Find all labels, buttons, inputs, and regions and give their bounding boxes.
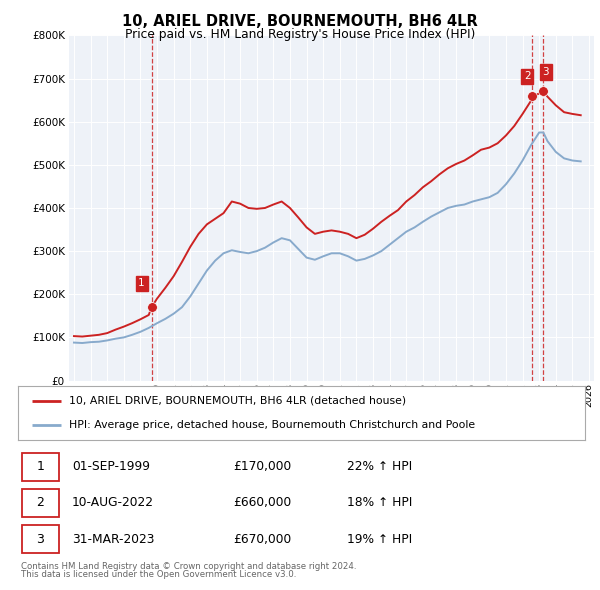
Text: 2: 2 xyxy=(524,71,530,81)
FancyBboxPatch shape xyxy=(22,453,59,481)
Text: 01-SEP-1999: 01-SEP-1999 xyxy=(72,460,150,473)
Text: £670,000: £670,000 xyxy=(233,533,292,546)
Text: 2: 2 xyxy=(37,496,44,510)
Text: £170,000: £170,000 xyxy=(233,460,292,473)
Text: 31-MAR-2023: 31-MAR-2023 xyxy=(72,533,154,546)
Text: This data is licensed under the Open Government Licence v3.0.: This data is licensed under the Open Gov… xyxy=(21,571,296,579)
Text: 10-AUG-2022: 10-AUG-2022 xyxy=(72,496,154,510)
Text: 10, ARIEL DRIVE, BOURNEMOUTH, BH6 4LR (detached house): 10, ARIEL DRIVE, BOURNEMOUTH, BH6 4LR (d… xyxy=(69,396,406,406)
Text: HPI: Average price, detached house, Bournemouth Christchurch and Poole: HPI: Average price, detached house, Bour… xyxy=(69,420,475,430)
Text: 18% ↑ HPI: 18% ↑ HPI xyxy=(347,496,412,510)
FancyBboxPatch shape xyxy=(22,525,59,553)
Text: 19% ↑ HPI: 19% ↑ HPI xyxy=(347,533,412,546)
Text: £660,000: £660,000 xyxy=(233,496,292,510)
Text: 3: 3 xyxy=(37,533,44,546)
Text: 1: 1 xyxy=(37,460,44,473)
FancyBboxPatch shape xyxy=(22,489,59,517)
Text: 22% ↑ HPI: 22% ↑ HPI xyxy=(347,460,412,473)
Text: Price paid vs. HM Land Registry's House Price Index (HPI): Price paid vs. HM Land Registry's House … xyxy=(125,28,475,41)
Text: Contains HM Land Registry data © Crown copyright and database right 2024.: Contains HM Land Registry data © Crown c… xyxy=(21,562,356,571)
Text: 3: 3 xyxy=(542,67,549,77)
Text: 10, ARIEL DRIVE, BOURNEMOUTH, BH6 4LR: 10, ARIEL DRIVE, BOURNEMOUTH, BH6 4LR xyxy=(122,14,478,29)
Text: 1: 1 xyxy=(138,278,145,289)
